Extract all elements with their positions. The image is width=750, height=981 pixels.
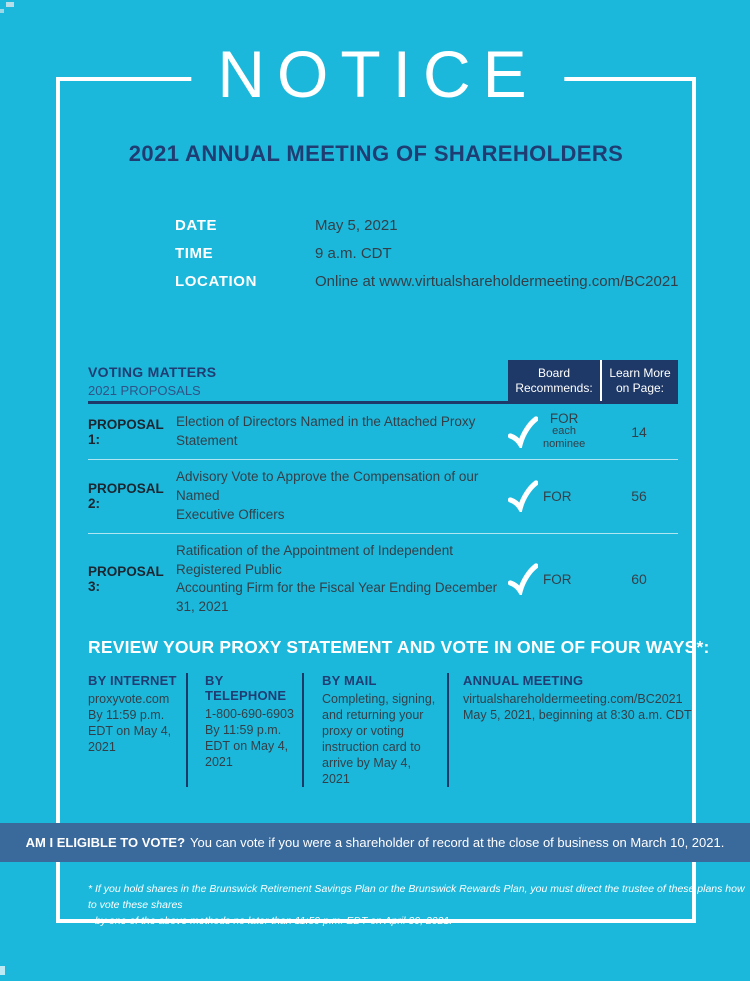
method-line: By 11:59 p.m. [205,723,282,737]
proposal-3-label: PROPOSAL 3: [88,564,164,595]
vote-methods: BY INTERNET proxyvote.com By 11:59 p.m. … [88,673,692,787]
learn-col-line2: on Page: [615,380,665,395]
method-by-mail: BY MAIL Completing, signing, and returni… [304,673,447,787]
for-checkmark-icon [508,563,538,596]
page-title: NOTICE [191,34,565,114]
info-row-location: LOCATION Online at www.virtualshareholde… [175,273,679,290]
date-label: DATE [175,217,218,234]
voting-matters-subtitle: 2021 PROPOSALS [88,383,201,398]
table-header-rule [88,401,678,404]
location-label: LOCATION [175,273,258,290]
column-divider [447,673,449,787]
proposal-3-desc-line: Accounting Firm for the Fiscal Year Endi… [176,580,498,615]
method-title: BY TELEPHONE [205,673,287,703]
rec-line-for: FOR [543,571,572,587]
date-value: May 5, 2021 [315,217,398,234]
rec-line-for: FOR [549,411,579,426]
for-checkmark-icon [508,480,538,513]
proposal-2-label: PROPOSAL 2: [88,481,164,512]
column-divider [186,673,188,787]
method-line: virtualshareholdermeeting.com/BC2021 [463,692,683,706]
board-recommends-column-header: Board Recommends: [508,360,600,401]
method-line: and returning your [322,708,424,722]
method-line: 1-800-690-6903 [205,707,294,721]
proposal-row-1: PROPOSAL 1: Election of Directors Named … [88,404,678,460]
print-mark [0,9,4,13]
proposal-1-rec-text: FOR each nominee [543,412,585,451]
rec-line-each: each [552,425,577,437]
voting-matters-title: VOTING MATTERS [88,364,217,380]
print-mark [6,2,14,7]
method-annual-meeting: ANNUAL MEETING virtualshareholdermeeting… [449,673,692,787]
proposal-3-description: Ratification of the Appointment of Indep… [176,542,508,618]
location-value: Online at www.virtualshareholdermeeting.… [315,273,679,290]
method-line: May 5, 2021, beginning at 8:30 a.m. CDT [463,708,692,722]
for-checkmark-icon [508,415,538,448]
footnote: * If you hold shares in the Brunswick Re… [88,881,750,929]
proposal-3-desc-line: Ratification of the Appointment of Indep… [176,542,453,577]
proposal-1-desc-line: Election of Directors Named in the Attac… [176,413,476,448]
print-mark [0,966,5,975]
board-col-line2: Recommends: [515,380,593,395]
meeting-subtitle: 2021 ANNUAL MEETING OF SHAREHOLDERS [128,141,624,166]
method-line: EDT on May 4, [205,739,289,753]
column-divider [302,673,304,787]
info-row-date: DATE May 5, 2021 [175,217,679,234]
method-line: 2021 [322,772,350,786]
board-col-line1: Board [537,365,571,380]
time-value: 9 a.m. CDT [315,245,392,262]
footnote-line-1: * If you hold shares in the Brunswick Re… [88,883,745,911]
proposal-3-recommendation: FOR [508,563,600,596]
voting-matters-header: VOTING MATTERS 2021 PROPOSALS Board Reco… [88,360,678,401]
proposal-2-desc-line: Executive Officers [176,506,285,522]
eligibility-banner: AM I ELIGIBLE TO VOTE? You can vote if y… [0,823,750,862]
footnote-line-2: by one of the above methods no later tha… [95,915,453,927]
proposal-row-3: PROPOSAL 3: Ratification of the Appointm… [88,534,678,626]
method-line: proxy or voting [322,724,404,738]
proposal-2-page: 56 [631,488,647,505]
method-line: 2021 [88,740,116,754]
method-by-telephone: BY TELEPHONE 1-800-690-6903 By 11:59 p.m… [188,673,302,787]
meeting-info: DATE May 5, 2021 TIME 9 a.m. CDT LOCATIO… [175,217,679,301]
proposal-1-description: Election of Directors Named in the Attac… [176,413,508,451]
method-title: BY INTERNET [88,673,177,688]
method-title: BY MAIL [322,673,377,688]
eligibility-answer: You can vote if you were a shareholder o… [190,835,725,850]
method-line: By 11:59 p.m. [88,708,165,722]
method-line: Completing, signing, [322,692,436,706]
proposal-2-desc-line: Advisory Vote to Approve the Compensatio… [176,469,479,503]
method-line: 2021 [205,755,233,769]
proposal-row-2: PROPOSAL 2: Advisory Vote to Approve the… [88,460,678,534]
method-line: proxyvote.com [88,692,170,706]
method-line: instruction card to [322,740,421,754]
proposal-1-recommendation: FOR each nominee [508,412,600,451]
proposal-1-page: 14 [631,423,647,440]
proposal-1-label: PROPOSAL 1: [88,416,164,447]
eligibility-question: AM I ELIGIBLE TO VOTE? [25,835,186,850]
method-line: arrive by May 4, [322,756,411,770]
time-label: TIME [175,245,214,262]
proposal-2-description: Advisory Vote to Approve the Compensatio… [176,468,508,525]
info-row-time: TIME 9 a.m. CDT [175,245,679,262]
learn-col-line1: Learn More [609,365,671,380]
method-by-internet: BY INTERNET proxyvote.com By 11:59 p.m. … [88,673,186,787]
learn-more-column-header: Learn More on Page: [600,360,678,401]
rec-line-for: FOR [543,488,572,504]
method-line: EDT on May 4, [88,724,172,738]
rec-line-nominee: nominee [543,438,586,450]
proposal-3-page: 60 [631,571,647,588]
vote-ways-heading: REVIEW YOUR PROXY STATEMENT AND VOTE IN … [88,637,710,657]
voting-matters-table: VOTING MATTERS 2021 PROPOSALS Board Reco… [88,360,678,625]
method-title: ANNUAL MEETING [463,673,584,688]
proposal-2-recommendation: FOR [508,480,600,513]
table-column-headers: Board Recommends: Learn More on Page: [508,360,678,401]
